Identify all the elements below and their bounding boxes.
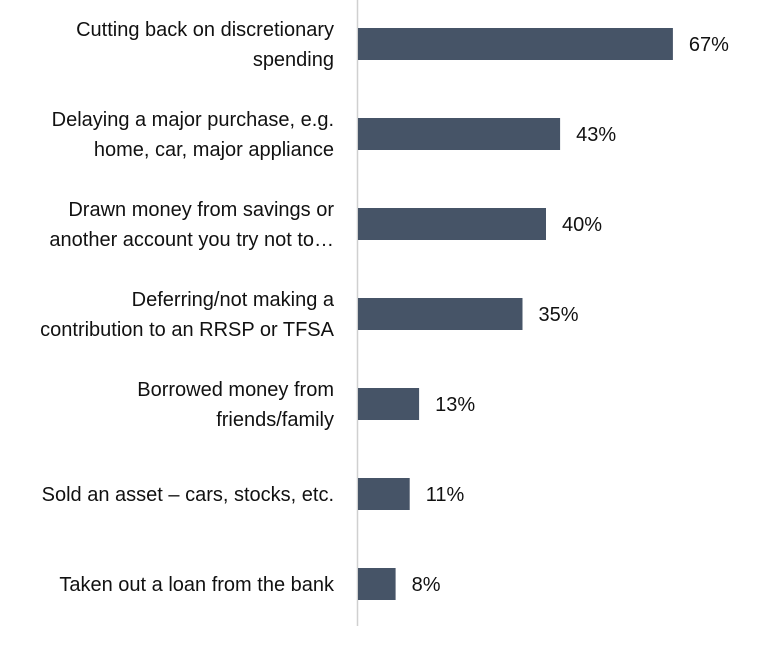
category-label-3-line-1: contribution to an RRSP or TFSA — [40, 319, 335, 341]
value-label-3: 35% — [539, 304, 579, 326]
value-label-5: 11% — [426, 484, 465, 506]
category-labels-group: Cutting back on discretionary spending Del… — [40, 19, 335, 596]
bar-2 — [358, 208, 546, 240]
category-label-5-line-0: Sold an asset – cars, stocks, etc. — [42, 484, 334, 506]
category-label-1-line-0: Delaying a major purchase, e.g. — [52, 109, 334, 131]
category-label-4-line-0: Borrowed money from — [137, 379, 334, 401]
category-label-0-line-1: spending — [253, 49, 334, 71]
category-label-2-line-1: another account you try not to… — [49, 229, 334, 251]
value-label-2: 40% — [562, 214, 602, 236]
category-label-0-line-0: Cutting back on discretionary — [76, 19, 334, 41]
value-label-4: 13% — [435, 394, 475, 416]
value-label-6: 8% — [412, 574, 441, 596]
bar-0 — [358, 28, 673, 60]
bar-3 — [358, 298, 523, 330]
category-label-6-line-0: Taken out a loan from the bank — [59, 574, 335, 596]
category-label-2-line-0: Drawn money from savings or — [68, 199, 334, 221]
value-labels-group: 67% 43% 40% 35% 13% 11% 8% — [412, 34, 730, 596]
bars-group — [358, 28, 673, 600]
bar-5 — [358, 478, 410, 510]
category-label-4-line-1: friends/family — [216, 409, 334, 431]
value-label-0: 67% — [689, 34, 729, 56]
bar-1 — [358, 118, 561, 150]
value-label-1: 43% — [576, 124, 616, 146]
bar-4 — [358, 388, 420, 420]
bar-6 — [358, 568, 396, 600]
category-label-1-line-1: home, car, major appliance — [94, 139, 334, 161]
category-label-3-line-0: Deferring/not making a — [132, 289, 335, 311]
